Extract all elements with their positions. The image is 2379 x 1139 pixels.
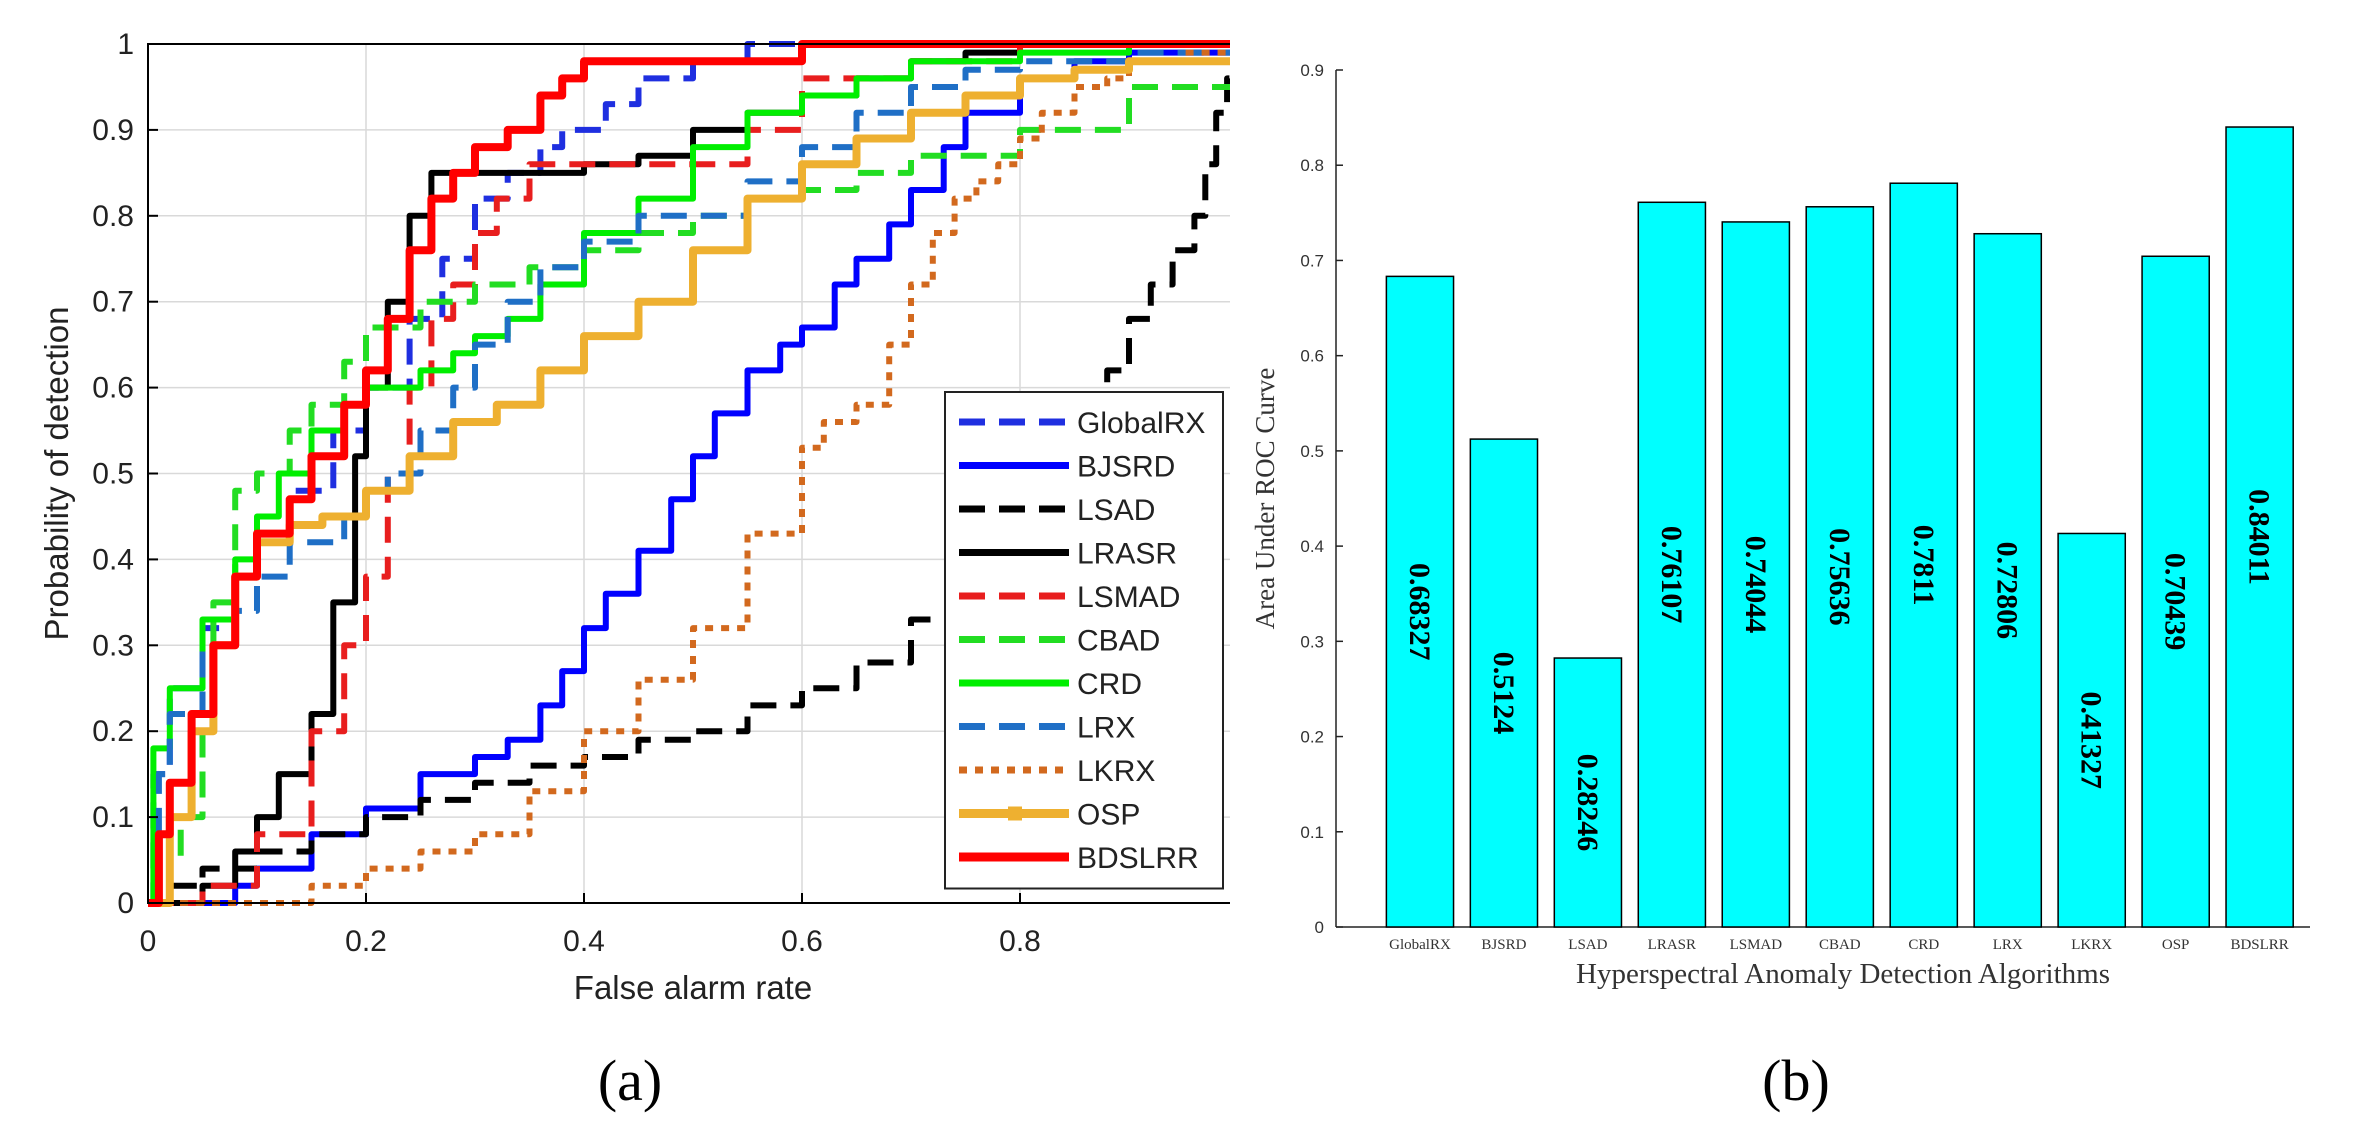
roc-x-tick-label: 0.8: [999, 925, 1041, 958]
roc-legend-box: [944, 391, 1224, 890]
bar-y-tick-label: 0.9: [1300, 61, 1324, 80]
bar-category-label: BDSLRR: [2230, 937, 2288, 953]
roc-series-crd: [148, 41, 1230, 906]
auc-bar-chart: 0.68327 0.5124 0.28246 0.76107 0.74044 0.7563…: [1250, 61, 2310, 1113]
roc-series-lsad: [148, 75, 1230, 906]
roc-y-tick-label: 0.5: [92, 458, 134, 491]
legend-label-lsmad: LSMAD: [1077, 581, 1180, 614]
roc-x-tick-label: 0.2: [345, 925, 387, 958]
legend-label-osp: OSP: [1077, 799, 1140, 832]
bar-osp: [2141, 255, 2210, 928]
roc-y-tick-label: 0.1: [92, 801, 134, 834]
bar-y-tick-label: 0.8: [1300, 156, 1324, 175]
roc-x-tick-label: 0: [140, 925, 157, 958]
bar-lrx: [1973, 232, 2043, 928]
roc-y-tick-label: 0.7: [92, 286, 134, 319]
bar-value-label: 0.7811: [1907, 525, 1940, 606]
roc-y-tick-label: 0.8: [92, 200, 134, 233]
bar-lkrx: [2057, 532, 2127, 928]
roc-legend: GlobalRX BJSRD LSAD LRASR LSMAD CBAD CRD LRX LKR…: [944, 391, 1224, 890]
panel-label-b: (b): [1762, 1048, 1830, 1113]
roc-tick-labels: 0 0.2 0.4 0.6 0.8 1 0 0.1 0.2 0.3 0.4 0.5 0.6 0.7 0.8 0…: [92, 28, 1230, 958]
legend-label-lrx: LRX: [1077, 712, 1135, 745]
bar-category-label: OSP: [2162, 937, 2190, 953]
legend-marker-osp: [1008, 806, 1022, 821]
bar-bars-group: 0.68327 0.5124 0.28246 0.76107 0.74044 0.7563…: [1385, 126, 2294, 928]
legend-label-lsad: LSAD: [1077, 494, 1155, 527]
bar-y-axis-label: Area Under ROC Curve: [1250, 368, 1280, 630]
roc-y-tick-label: 0.2: [92, 715, 134, 748]
bar-value-label: 0.75636: [1823, 528, 1856, 626]
bar-value-label: 0.41327: [2075, 691, 2108, 789]
roc-y-tick-label: 0.9: [92, 114, 134, 147]
bar-value-label: 0.76107: [1655, 526, 1688, 624]
legend-label-bjsrd: BJSRD: [1077, 451, 1175, 484]
roc-x-tick-label: 0.4: [563, 925, 605, 958]
roc-series-globalrx: [148, 41, 1230, 906]
roc-y-tick-label: 0: [117, 887, 134, 920]
bar-cbad: [1805, 206, 1875, 928]
bar-value-label: 0.68327: [1403, 563, 1436, 661]
bar-y-tick-label: 0.7: [1300, 251, 1324, 270]
bar-lrasr: [1637, 201, 1707, 928]
bar-category-label: LRX: [1993, 937, 2023, 953]
roc-y-tick-label: 0.6: [92, 372, 134, 405]
bar-y-tick-label: 0.5: [1300, 442, 1324, 461]
roc-series-lkrx: [148, 49, 1230, 906]
roc-y-axis-label: Probability of detection: [38, 307, 75, 641]
bar-value-label: 0.74044: [1739, 536, 1772, 634]
roc-chart: 0 0.2 0.4 0.6 0.8 1 0 0.1 0.2 0.3 0.4 0.5 0.6 0.7 0.8 0…: [38, 28, 1230, 1113]
bar-category-label: LSMAD: [1730, 937, 1783, 953]
roc-series-bjsrd: [148, 49, 1230, 906]
roc-series-lrx: [148, 49, 1230, 906]
legend-label-lrasr: LRASR: [1077, 538, 1177, 571]
roc-series-bdslrr: [148, 40, 1230, 907]
legend-label-bdslrr: BDSLRR: [1077, 842, 1199, 875]
legend-label-lkrx: LKRX: [1077, 755, 1155, 788]
bar-category-label: CRD: [1908, 937, 1939, 953]
bar-category-label: GlobalRX: [1389, 937, 1451, 953]
bar-category-label: LSAD: [1568, 937, 1607, 953]
legend-label-globalrx: GlobalRX: [1077, 407, 1205, 440]
bar-value-label: 0.5124: [1487, 652, 1520, 735]
bar-value-label: 0.28246: [1571, 754, 1604, 852]
bar-bjsrd: [1469, 438, 1539, 928]
bar-y-tick-label: 0.4: [1300, 537, 1324, 556]
bar-tick-labels: 0 0.1 0.2 0.3 0.4 0.5 0.6 0.7 0.8 0.9 GlobalRX BJSR…: [1300, 61, 2288, 953]
legend-label-crd: CRD: [1077, 668, 1142, 701]
bar-category-label: BJSRD: [1481, 937, 1526, 953]
roc-y-tick-label: 0.4: [92, 543, 134, 576]
bar-value-label: 0.72806: [1991, 542, 2024, 640]
bar-x-axis-label: Hyperspectral Anomaly Detection Algorith…: [1576, 958, 2110, 990]
bar-bdslrr: [2225, 126, 2294, 928]
bar-value-label: 0.84011: [2243, 489, 2276, 585]
roc-series-group: [148, 40, 1230, 907]
roc-y-tick-label: 1: [117, 28, 134, 61]
bar-y-tick-label: 0: [1315, 918, 1324, 937]
bar-category-label: LRASR: [1648, 937, 1696, 953]
bar-y-tick-label: 0.2: [1300, 728, 1324, 747]
bar-category-label: CBAD: [1819, 937, 1861, 953]
bar-lsad: [1553, 657, 1623, 928]
bar-crd: [1889, 182, 1959, 928]
bar-value-label: 0.70439: [2159, 553, 2192, 651]
bar-y-tick-label: 0.1: [1300, 823, 1324, 842]
bar-y-tick-label: 0.6: [1300, 347, 1324, 366]
bar-lsmad: [1721, 221, 1791, 928]
bar-category-label: LKRX: [2071, 937, 2112, 953]
roc-y-tick-label: 0.3: [92, 629, 134, 662]
roc-x-tick-label: 0.6: [781, 925, 823, 958]
roc-series-lsmad: [148, 41, 1230, 906]
bar-globalrx: [1385, 275, 1455, 928]
legend-label-cbad: CBAD: [1077, 625, 1160, 658]
panel-label-a: (a): [598, 1048, 662, 1113]
bar-y-tick-label: 0.3: [1300, 632, 1324, 651]
roc-x-axis-label: False alarm rate: [574, 969, 812, 1006]
